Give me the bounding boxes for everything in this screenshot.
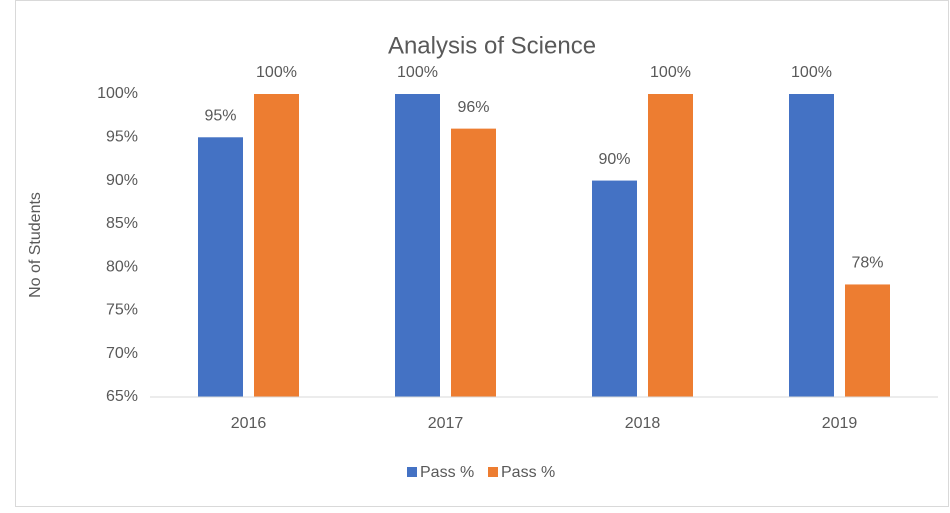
legend-label: Pass % bbox=[420, 464, 474, 481]
y-tick-label: 90% bbox=[106, 172, 138, 189]
data-label: 78% bbox=[851, 255, 883, 272]
chart-title: Analysis of Science bbox=[388, 32, 596, 59]
bar bbox=[395, 94, 440, 397]
y-tick-label: 100% bbox=[97, 85, 138, 102]
y-axis-label: No of Students bbox=[27, 192, 44, 298]
bar bbox=[254, 94, 299, 397]
y-tick-label: 70% bbox=[106, 345, 138, 362]
data-label: 100% bbox=[791, 64, 832, 81]
legend-label: Pass % bbox=[501, 464, 555, 481]
data-label: 90% bbox=[598, 151, 630, 168]
data-label: 100% bbox=[256, 64, 297, 81]
legend-swatch bbox=[488, 467, 498, 477]
bar bbox=[648, 94, 693, 397]
bar bbox=[451, 128, 496, 397]
y-tick-label: 95% bbox=[106, 129, 138, 146]
y-tick-label: 85% bbox=[106, 215, 138, 232]
x-tick-label: 2019 bbox=[822, 415, 858, 432]
bar bbox=[198, 137, 243, 398]
bar bbox=[789, 94, 834, 397]
bar bbox=[592, 180, 637, 397]
legend-swatch bbox=[407, 467, 417, 477]
x-tick-label: 2016 bbox=[231, 415, 267, 432]
y-tick-label: 80% bbox=[106, 258, 138, 275]
y-tick-label: 65% bbox=[106, 388, 138, 405]
data-label: 95% bbox=[204, 108, 236, 125]
data-label: 100% bbox=[650, 64, 691, 81]
data-label: 96% bbox=[457, 99, 489, 116]
bar bbox=[845, 284, 890, 397]
x-tick-label: 2018 bbox=[625, 415, 661, 432]
x-tick-label: 2017 bbox=[428, 415, 464, 432]
data-label: 100% bbox=[397, 64, 438, 81]
y-tick-label: 75% bbox=[106, 302, 138, 319]
